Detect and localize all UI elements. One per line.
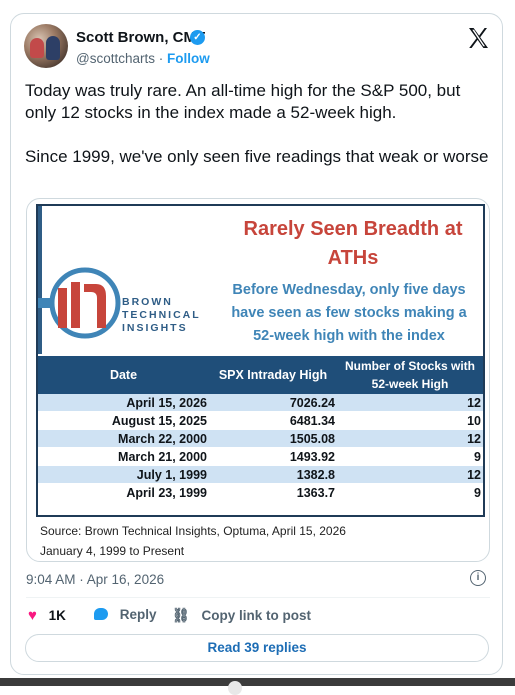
brown-technical-insights-logo-icon bbox=[38, 206, 121, 354]
like-button[interactable]: ♥ 1K bbox=[28, 607, 66, 624]
cell-spx: 1493.92 bbox=[209, 447, 337, 466]
reply-icon bbox=[94, 608, 108, 620]
table-row: July 1, 1999 1382.8 12 bbox=[38, 465, 483, 484]
x-logo-icon[interactable] bbox=[466, 26, 490, 50]
column-header-date: Date bbox=[38, 356, 209, 394]
author-name[interactable]: Scott Brown, CMT bbox=[76, 29, 206, 46]
table-row: March 22, 2000 1505.08 12 bbox=[38, 429, 483, 448]
cell-spx: 1382.8 bbox=[209, 465, 337, 484]
infographic-headline: Rarely Seen Breadth at ATHs bbox=[228, 215, 478, 273]
table-row: April 23, 1999 1363.7 9 bbox=[38, 483, 483, 502]
cell-count: 12 bbox=[337, 465, 483, 484]
column-header-line: Number of Stocks with bbox=[344, 359, 475, 373]
brand-line: TECHNICAL bbox=[122, 309, 201, 321]
tweet-timestamp[interactable]: 9:04 AM · Apr 16, 2026 bbox=[26, 572, 165, 587]
headline-line: ATHs bbox=[327, 247, 379, 269]
table-row: August 15, 2025 6481.34 10 bbox=[38, 411, 483, 430]
cell-spx: 1505.08 bbox=[209, 429, 337, 448]
cell-date: July 1, 1999 bbox=[38, 465, 209, 484]
tweet-paragraph: Since 1999, we've only seen five reading… bbox=[25, 147, 489, 166]
cell-count: 9 bbox=[337, 447, 483, 466]
breadth-table: Date SPX Intraday High Number of Stocks … bbox=[38, 356, 483, 502]
brand-text: BROWN TECHNICAL INSIGHTS bbox=[122, 296, 201, 335]
like-count: 1K bbox=[48, 608, 66, 623]
heart-icon: ♥ bbox=[28, 607, 37, 624]
headline-line: Rarely Seen Breadth at bbox=[243, 218, 463, 240]
cell-date: March 22, 2000 bbox=[38, 429, 209, 448]
copy-link-button[interactable]: ⛓ Copy link to post bbox=[172, 607, 311, 624]
avatar[interactable] bbox=[24, 24, 68, 68]
copy-link-label: Copy link to post bbox=[201, 608, 312, 623]
info-icon[interactable]: i bbox=[470, 570, 486, 586]
column-header-spx: SPX Intraday High bbox=[209, 356, 337, 394]
subhead-line: have seen as few stocks making a bbox=[231, 305, 467, 321]
infographic: BROWN TECHNICAL INSIGHTS Rarely Seen Bre… bbox=[36, 204, 485, 517]
scroll-handle[interactable] bbox=[228, 681, 242, 695]
cell-date: April 23, 1999 bbox=[38, 483, 209, 502]
tweet-media[interactable]: BROWN TECHNICAL INSIGHTS Rarely Seen Bre… bbox=[26, 198, 490, 562]
tweet-text: Today was truly rare. An all-time high f… bbox=[25, 80, 495, 190]
cell-count: 10 bbox=[337, 411, 483, 430]
author-handle[interactable]: @scottcharts bbox=[76, 51, 155, 66]
link-icon: ⛓ bbox=[172, 607, 190, 623]
cell-spx: 1363.7 bbox=[209, 483, 337, 502]
cell-count: 9 bbox=[337, 483, 483, 502]
cell-spx: 6481.34 bbox=[209, 411, 337, 430]
cell-count: 12 bbox=[337, 429, 483, 448]
brand-line: BROWN bbox=[122, 296, 173, 308]
cell-date: August 15, 2025 bbox=[38, 411, 209, 430]
reply-button[interactable]: Reply bbox=[94, 607, 157, 622]
brand-line: INSIGHTS bbox=[122, 322, 188, 334]
tweet-paragraph: Today was truly rare. An all-time high f… bbox=[25, 81, 461, 122]
column-header-line: 52-week High bbox=[371, 377, 449, 391]
table-row: April 15, 2026 7026.24 12 bbox=[38, 394, 483, 412]
separator-dot: · bbox=[158, 51, 164, 66]
cell-spx: 7026.24 bbox=[209, 394, 337, 412]
column-header-count: Number of Stocks with 52-week High bbox=[337, 356, 483, 394]
cell-date: April 15, 2026 bbox=[38, 394, 209, 412]
bottom-scrollbar[interactable] bbox=[0, 678, 515, 686]
infographic-source: Source: Brown Technical Insights, Optuma… bbox=[40, 521, 346, 561]
subhead-line: Before Wednesday, only five days bbox=[232, 282, 466, 298]
subhead-line: 52-week high with the index bbox=[253, 328, 445, 344]
verified-badge-icon: ✓ bbox=[190, 30, 205, 45]
table-row: March 21, 2000 1493.92 9 bbox=[38, 447, 483, 466]
read-replies-button[interactable]: Read 39 replies bbox=[25, 634, 489, 662]
source-line: Source: Brown Technical Insights, Optuma… bbox=[40, 524, 346, 538]
author-handle-line: @scottcharts · Follow bbox=[76, 51, 210, 66]
cell-count: 12 bbox=[337, 394, 483, 412]
infographic-subhead: Before Wednesday, only five days have se… bbox=[216, 279, 482, 348]
reply-label: Reply bbox=[119, 607, 157, 622]
follow-button[interactable]: Follow bbox=[167, 51, 210, 66]
source-line: January 4, 1999 to Present bbox=[40, 544, 185, 558]
cell-date: March 21, 2000 bbox=[38, 447, 209, 466]
divider bbox=[26, 597, 490, 598]
